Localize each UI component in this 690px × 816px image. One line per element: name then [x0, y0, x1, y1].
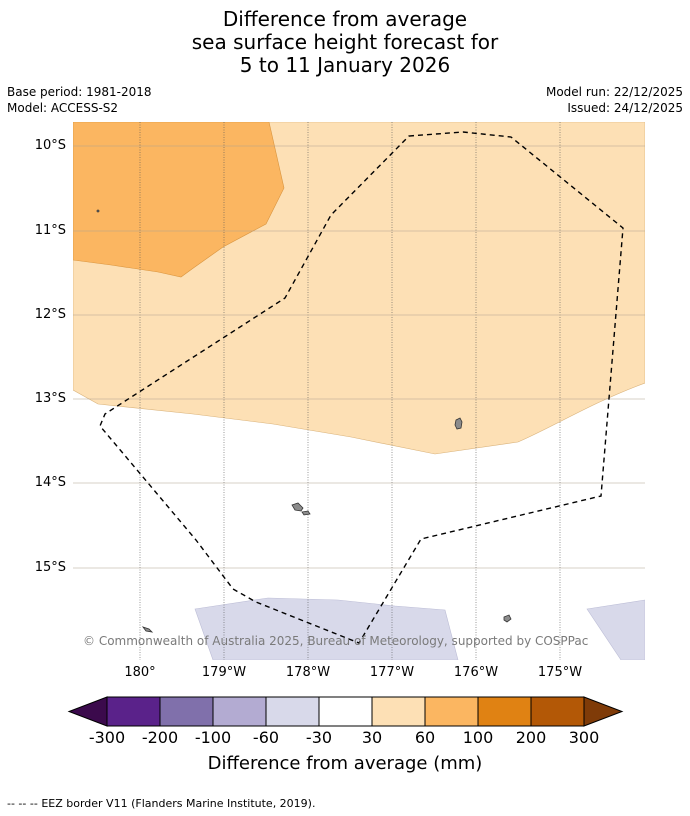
lat-label-15s: 15°S [34, 560, 66, 575]
colorbar-label: Difference from average (mm) [207, 753, 483, 774]
colorbar-swatch-8 [477, 696, 532, 727]
latitude-gridlines [73, 145, 645, 569]
lat-label-14s: 14°S [34, 475, 66, 490]
colorbar [67, 696, 624, 727]
colorbar-tick-label: 30 [361, 728, 383, 747]
footer-legend: -- -- -- EEZ border V11 (Flanders Marine… [7, 797, 315, 811]
anomaly-region-60-100 [73, 122, 285, 278]
colorbar-swatch-2 [159, 696, 214, 727]
anomaly-region-neg60-neg30-east [586, 599, 645, 660]
map-plot: © Commonwealth of Australia 2025, Bureau… [73, 122, 645, 660]
longitude-gridlines [139, 122, 561, 660]
lon-label-180: 180° [124, 665, 156, 680]
lon-label-177w: 177°W [369, 665, 415, 680]
eez-border [99, 131, 624, 644]
issued-date: Issued: 24/12/2025 [567, 101, 683, 115]
colorbar-swatch-7 [424, 696, 479, 727]
island-tiny [96, 209, 100, 213]
colorbar-swatch-4 [265, 696, 320, 727]
island-south-east [503, 614, 512, 623]
lat-label-11s: 11°S [34, 223, 66, 238]
colorbar-tick-label: -100 [194, 728, 232, 747]
colorbar-tick-label: 60 [414, 728, 436, 747]
island-north-east [454, 417, 463, 430]
colorbar-swatch-9 [530, 696, 585, 727]
title-line-2: sea surface height forecast for [191, 30, 499, 54]
model-run: Model run: 22/12/2025 [545, 85, 683, 99]
eez-legend-text: EEZ border V11 (Flanders Marine Institut… [41, 797, 316, 810]
lon-label-179w: 179°W [201, 665, 247, 680]
lon-label-176w: 176°W [453, 665, 499, 680]
colorbar-extend-low [67, 696, 108, 727]
colorbar-tick-label: 200 [515, 728, 547, 747]
colorbar-tick-label: 300 [568, 728, 600, 747]
base-period: Base period: 1981-2018 [7, 85, 152, 99]
eez-legend-symbol: -- -- -- [7, 797, 38, 810]
colorbar-tick-label: -60 [252, 728, 280, 747]
lon-label-178w: 178°W [285, 665, 331, 680]
lon-label-175w: 175°W [537, 665, 583, 680]
meta-right: Model run: 22/12/2025 Issued: 24/12/2025 [546, 84, 683, 116]
colorbar-tick-label: -200 [141, 728, 179, 747]
chart-title: Difference from average sea surface heig… [0, 8, 690, 77]
colorbar-tick-label: -30 [305, 728, 333, 747]
colorbar-swatch-6 [371, 696, 426, 727]
island-central [291, 502, 304, 512]
copyright-text: © Commonwealth of Australia 2025, Bureau… [83, 634, 588, 648]
meta-left: Base period: 1981-2018 Model: ACCESS-S2 [7, 84, 152, 116]
lat-label-10s: 10°S [34, 138, 66, 153]
title-line-3: 5 to 11 January 2026 [239, 53, 451, 77]
colorbar-swatch-3 [212, 696, 267, 727]
lat-label-13s: 13°S [34, 391, 66, 406]
land-islands [96, 209, 512, 633]
lat-label-12s: 12°S [34, 307, 66, 322]
model-name: Model: ACCESS-S2 [7, 101, 119, 115]
island-central-small [301, 510, 311, 516]
colorbar-tick-label: -300 [88, 728, 126, 747]
island-south-west [141, 626, 154, 633]
title-line-1: Difference from average [222, 7, 468, 31]
colorbar-tick-label: 100 [462, 728, 494, 747]
colorbar-swatch-1 [106, 696, 161, 727]
colorbar-swatch-5 [318, 696, 373, 727]
colorbar-extend-high [583, 696, 624, 727]
